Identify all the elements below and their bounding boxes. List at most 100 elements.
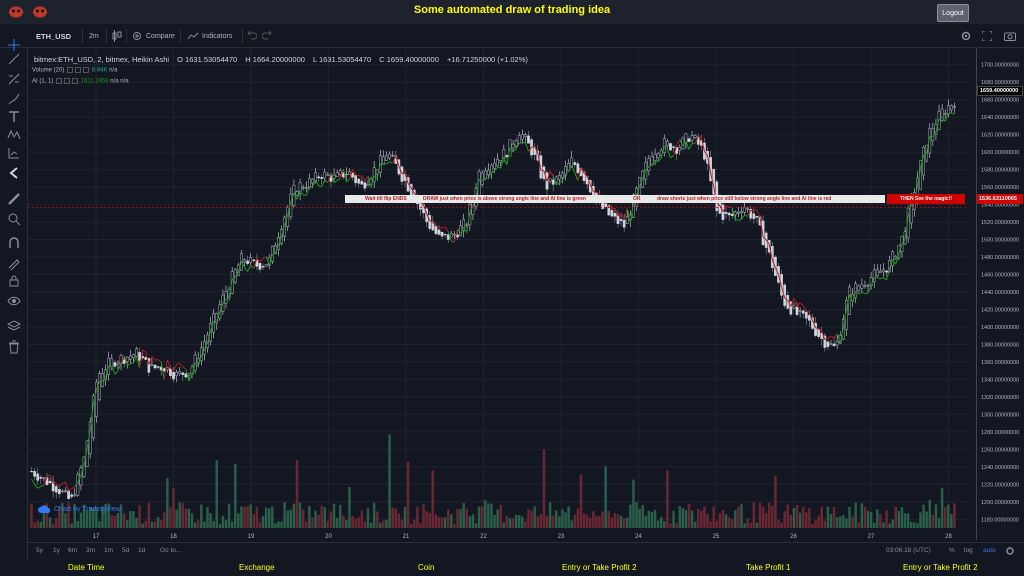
range-1d[interactable]: 1d <box>138 547 146 554</box>
snapshot-button[interactable] <box>1004 24 1016 48</box>
crosshair-icon[interactable] <box>7 38 21 52</box>
zoom-icon[interactable] <box>7 212 21 226</box>
volume-indicator-legend[interactable]: Volume (20) 8.94K n/a <box>32 67 117 74</box>
volume-bar <box>687 503 691 528</box>
goto-button[interactable]: Go to... <box>160 547 182 554</box>
logout-button[interactable]: Logout <box>937 4 969 22</box>
auto-toggle[interactable]: auto <box>983 547 996 554</box>
eye-icon[interactable] <box>67 67 74 73</box>
close-icon[interactable] <box>72 78 79 84</box>
compare-button[interactable]: Compare <box>131 24 175 48</box>
candle-body <box>95 381 98 418</box>
fib-icon[interactable] <box>7 72 21 86</box>
settings-icon[interactable] <box>64 78 71 84</box>
pencil-lock-icon[interactable] <box>7 256 21 270</box>
layers-icon[interactable] <box>7 320 21 334</box>
candles-icon <box>112 30 122 42</box>
indicators-button[interactable]: Indicators <box>187 24 232 48</box>
range-5d[interactable]: 5d <box>122 547 130 554</box>
candle-body <box>666 140 669 146</box>
annotation-cta[interactable]: THEN See the magic!! <box>887 194 965 204</box>
log-toggle[interactable]: log <box>964 547 973 554</box>
ai-line-segment <box>636 185 641 197</box>
volume-bar <box>301 509 305 528</box>
x-tick-label: 24 <box>635 534 642 540</box>
chart-style-button[interactable] <box>112 24 122 48</box>
volume-bar <box>826 506 830 528</box>
chart-canvas[interactable] <box>28 48 976 528</box>
tradingview-watermark[interactable]: Chart by TradingView <box>38 504 121 514</box>
ai-line-segment <box>71 486 76 490</box>
ai-line-segment <box>923 152 927 156</box>
annotation-banner[interactable]: Wait till flip ENDS DRAW just when price… <box>345 195 885 203</box>
interval-button[interactable]: 2m <box>89 32 99 40</box>
volume-bar <box>774 475 777 528</box>
volume-bar <box>107 503 110 528</box>
volume-bar <box>882 522 885 528</box>
volume-bar <box>490 503 493 528</box>
settings-button[interactable] <box>960 24 972 48</box>
time-axis[interactable]: 17 18 19 20 21 22 23 24 25 26 27 28 <box>28 528 976 542</box>
ruler-icon[interactable] <box>7 192 21 206</box>
magnet-icon[interactable] <box>7 236 21 250</box>
prediction-icon[interactable] <box>7 146 21 160</box>
range-1y[interactable]: 1y <box>53 547 60 554</box>
trend-line-icon[interactable] <box>7 52 21 66</box>
settings-icon[interactable] <box>75 67 82 73</box>
ai-line-segment <box>120 355 125 364</box>
redo-button[interactable] <box>262 24 272 48</box>
range-1m[interactable]: 1m <box>104 547 114 554</box>
brush-icon[interactable] <box>7 92 21 106</box>
close-icon[interactable] <box>83 67 90 73</box>
volume-bar <box>551 515 555 528</box>
volume-bar <box>212 521 215 528</box>
price-chart[interactable] <box>28 48 976 540</box>
candle-body <box>462 219 466 231</box>
clock-readout[interactable]: 03:06:18 (UTC) <box>886 547 931 554</box>
volume-bar <box>604 466 607 528</box>
volume-bar <box>777 519 780 528</box>
candle-body <box>672 146 675 148</box>
ai-line-segment <box>901 239 906 245</box>
gear-icon[interactable] <box>1005 546 1015 556</box>
volume-bar <box>379 522 382 528</box>
price-axis[interactable]: 1700.00000000 1680.00000000 1660.00000000 1… <box>976 48 1024 540</box>
range-5y[interactable]: 5y <box>36 547 43 554</box>
volume-bar <box>888 523 891 528</box>
volume-bar <box>187 508 191 528</box>
candle-body <box>193 354 197 371</box>
volume-bar <box>79 512 83 528</box>
undo-button[interactable] <box>247 24 257 48</box>
pattern-icon[interactable] <box>7 128 21 142</box>
volume-bar <box>153 521 157 528</box>
range-3m[interactable]: 3m <box>86 547 96 554</box>
volume-bar <box>885 510 888 528</box>
ai-line-segment <box>139 350 144 369</box>
ai-line-segment <box>250 264 255 269</box>
lock-icon[interactable] <box>7 274 21 288</box>
x-tick-label: 27 <box>868 534 875 540</box>
volume-bar <box>706 514 709 528</box>
volume-bar <box>922 504 925 528</box>
x-tick-label: 19 <box>248 534 255 540</box>
eye-icon[interactable] <box>56 78 63 84</box>
ai-line-segment <box>944 113 949 122</box>
trash-icon[interactable] <box>7 340 21 354</box>
range-6m[interactable]: 6m <box>68 547 78 554</box>
candle-body <box>542 166 546 179</box>
ai-line-segment <box>812 320 817 328</box>
ai-indicator-legend[interactable]: AI (1, 1) 1611.1958 n/a n/a <box>32 78 129 85</box>
fullscreen-button[interactable] <box>982 24 992 48</box>
text-icon[interactable] <box>7 110 21 124</box>
percent-toggle[interactable]: % <box>949 547 955 554</box>
candle-body <box>388 153 391 159</box>
eye-icon[interactable] <box>7 294 21 308</box>
ai-line-segment <box>191 362 196 375</box>
symbol-search[interactable]: ETH_USD <box>36 31 72 41</box>
volume-bar <box>647 510 651 528</box>
ai-line-segment <box>404 172 409 184</box>
back-arrow-icon[interactable] <box>7 166 21 180</box>
legend-title[interactable]: bitmex:ETH_USD, 2, bitmex, Heikin Ashi <box>34 55 170 64</box>
volume-bar <box>530 510 533 528</box>
ai-line-segment <box>62 481 66 484</box>
